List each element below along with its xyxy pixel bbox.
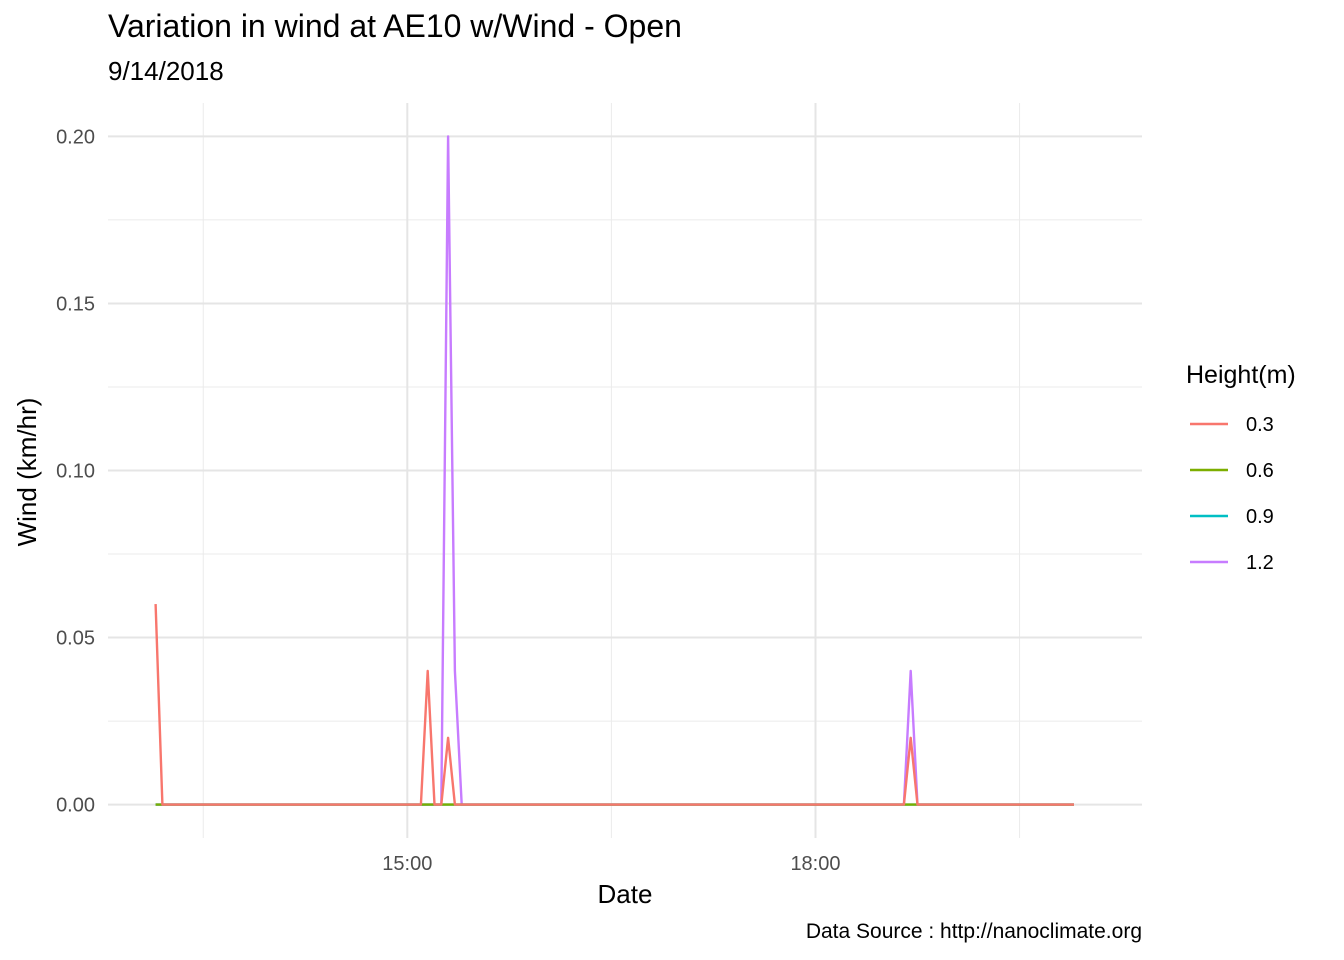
series-line-0-3	[154, 604, 1074, 806]
y-tick-label: 0.20	[56, 126, 95, 148]
y-axis-title: Wind (km/hr)	[12, 398, 42, 547]
legend: Height(m) 0.3 0.6 0.9 1.2	[1186, 361, 1296, 574]
data-source-caption: Data Source : http://nanoclimate.org	[805, 920, 1142, 943]
tick-labels: 0.00 0.05 0.10 0.15 0.20 15:00 18:00	[56, 126, 840, 875]
legend-label: 0.6	[1246, 460, 1274, 482]
y-tick-label: 0.10	[56, 461, 95, 483]
legend-title: Height(m)	[1186, 361, 1296, 389]
x-axis-title: Date	[598, 879, 653, 909]
legend-label: 0.3	[1246, 414, 1274, 436]
legend-label: 0.9	[1246, 506, 1274, 528]
legend-items: 0.3 0.6 0.9 1.2	[1190, 414, 1274, 574]
y-tick-label: 0.15	[56, 293, 95, 315]
x-tick-label: 15:00	[382, 853, 432, 875]
chart-title: Variation in wind at AE10 w/Wind - Open	[108, 8, 682, 44]
legend-label: 1.2	[1246, 552, 1274, 574]
y-tick-label: 0.00	[56, 795, 95, 817]
series-lines	[154, 135, 1074, 806]
y-tick-label: 0.05	[56, 628, 95, 650]
x-tick-label: 18:00	[790, 853, 840, 875]
grid-lines	[108, 103, 1142, 838]
chart-subtitle: 9/14/2018	[108, 56, 224, 86]
